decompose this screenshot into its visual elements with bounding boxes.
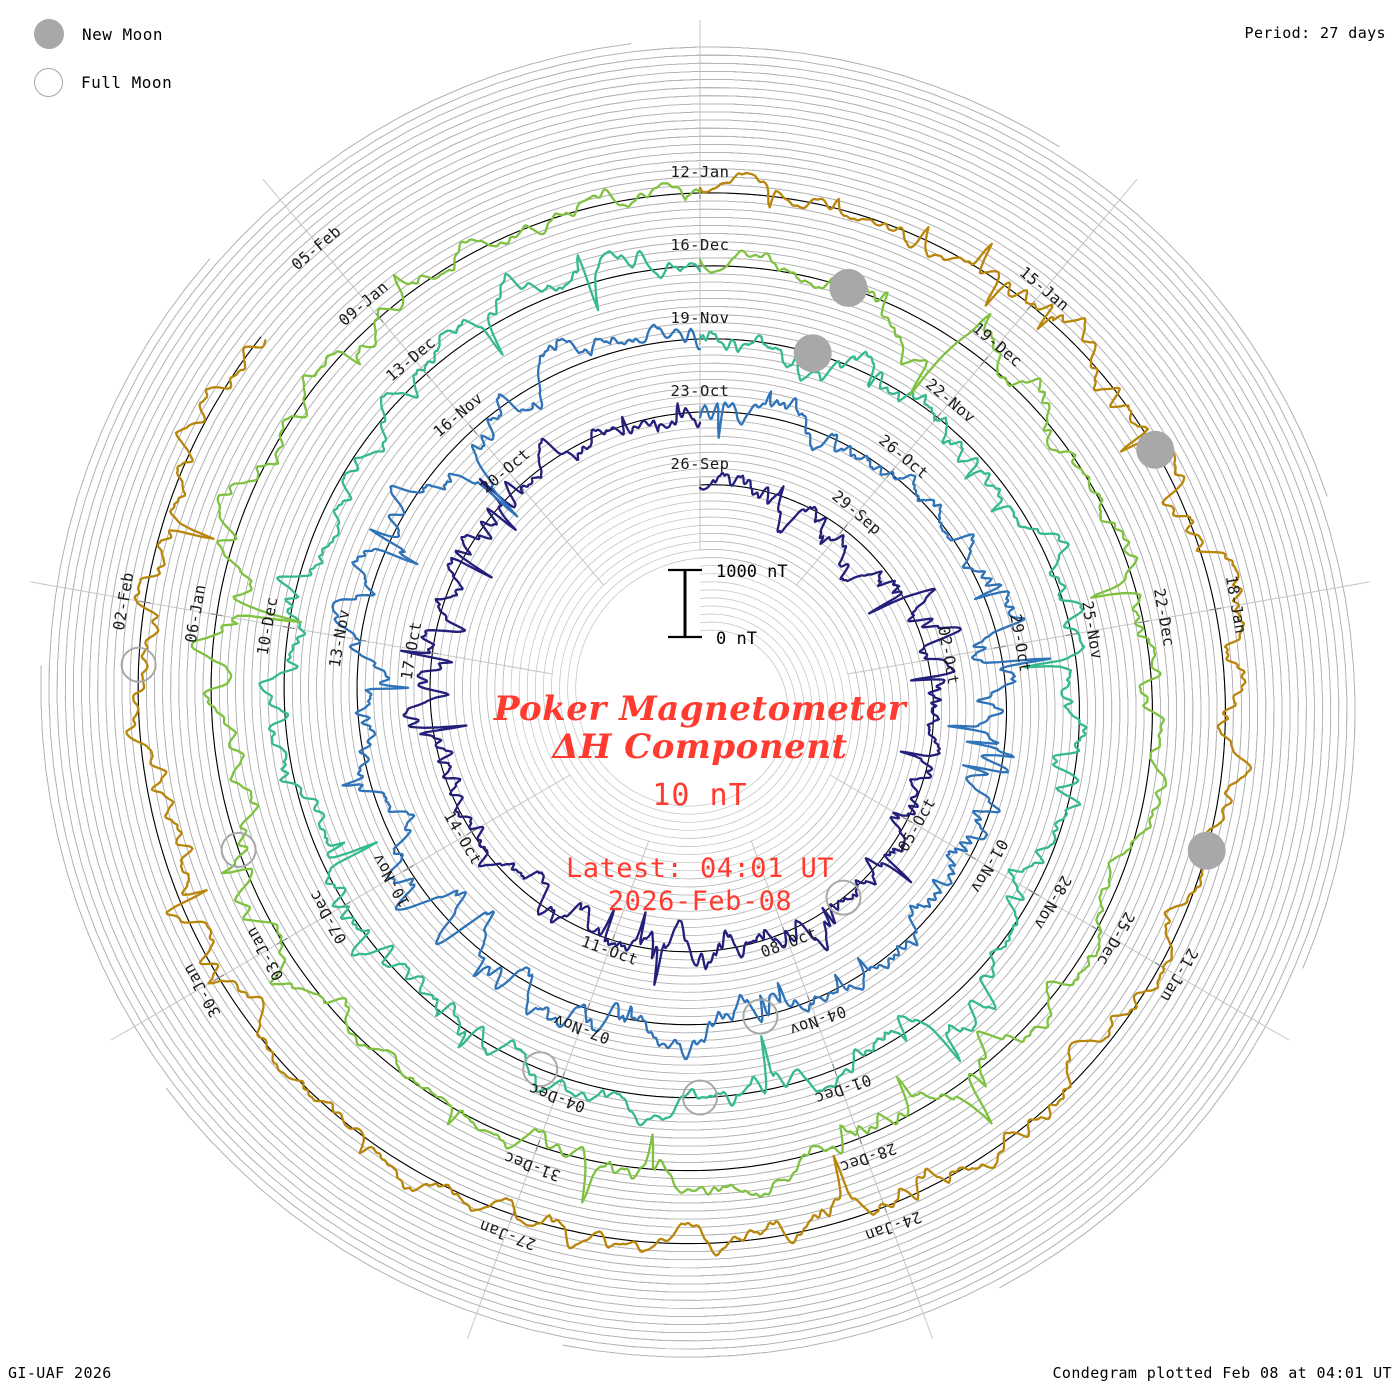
date-label: 01-Dec (812, 1070, 874, 1107)
date-label: 19-Nov (671, 309, 730, 327)
date-label: 26-Sep (671, 455, 730, 473)
date-label: 21-Jan (1156, 945, 1201, 1005)
full-moon-marker (742, 998, 779, 1035)
date-label: 04-Nov (787, 1002, 849, 1039)
plotted-timestamp-label: Condegram plotted Feb 08 at 04:01 UT (1052, 1364, 1392, 1382)
scale-bar: 1000 nT 0 nT (668, 562, 788, 649)
legend-item-full-moon: Full Moon (22, 58, 322, 106)
moon-markers (120, 268, 1226, 1116)
date-label: 02-Feb (110, 571, 138, 632)
data-traces (125, 172, 1253, 1257)
legend-item-new-moon: New Moon (22, 10, 322, 58)
credit-label: GI-UAF 2026 (8, 1364, 112, 1382)
new-moon-marker (829, 268, 868, 307)
date-label: 23-Oct (671, 382, 730, 400)
new-moon-marker (1136, 430, 1175, 469)
full-moon-marker (522, 1051, 559, 1088)
scale-bar-bottom-label: 0 nT (716, 629, 757, 649)
new-moon-marker (793, 334, 832, 373)
date-label: 29-Sep (828, 487, 885, 539)
new-moon-marker (1187, 831, 1226, 870)
legend-label-new-moon: New Moon (82, 24, 164, 44)
full-moon-marker (220, 831, 257, 868)
date-label: 28-Dec (837, 1139, 899, 1176)
full-moon-marker (825, 879, 862, 916)
date-label: 12-Jan (671, 163, 730, 181)
date-label: 29-Oct (1006, 613, 1034, 674)
date-label: 22-Nov (922, 375, 979, 427)
date-label: 22-Dec (1150, 587, 1178, 648)
new-moon-icon (34, 19, 64, 49)
legend-label-full-moon: Full Moon (81, 72, 173, 92)
date-label: 02-Oct (934, 625, 962, 686)
date-label: 16-Dec (671, 236, 730, 254)
full-moon-marker (682, 1079, 718, 1116)
moon-phase-legend: New Moon Full Moon (22, 10, 322, 106)
date-label: 18-Jan (1222, 574, 1250, 635)
date-label: 08-Oct (758, 924, 820, 961)
date-label: 28-Nov (1030, 872, 1075, 932)
full-moon-marker (120, 646, 157, 683)
date-label: 01-Nov (967, 836, 1012, 896)
period-label: Period: 27 days (1244, 24, 1386, 42)
date-label: 06-Jan (182, 583, 210, 644)
date-label: 25-Nov (1078, 600, 1106, 661)
radial-spokes (30, 20, 1370, 1340)
scale-bar-top-label: 1000 nT (716, 562, 788, 582)
date-label: 11-Oct (579, 932, 641, 969)
full-moon-icon (34, 67, 63, 97)
